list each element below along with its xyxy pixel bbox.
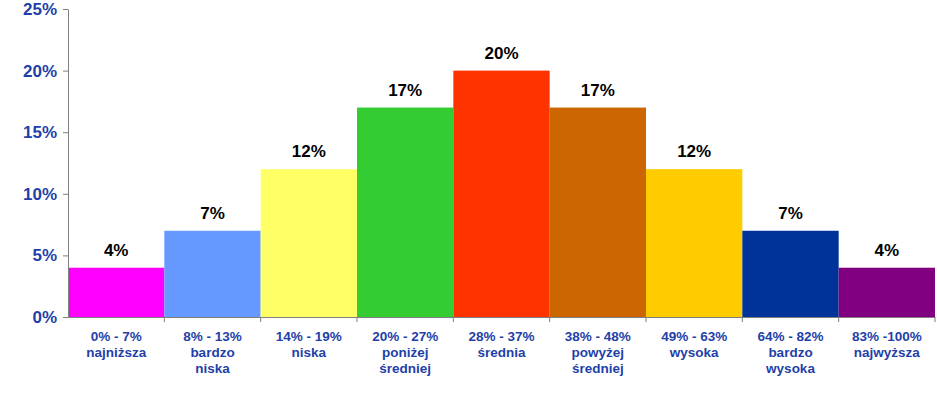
y-tick: 25% <box>23 0 68 19</box>
data-label: 4% <box>875 241 900 260</box>
data-label: 7% <box>778 204 803 223</box>
y-tick-mark <box>63 255 68 256</box>
y-axis: 0% 5% 10% 15% 20% 25% <box>23 0 69 327</box>
x-separator <box>646 317 647 322</box>
y-tick-label: 5% <box>32 246 57 265</box>
x-tick-label-line: wysoka <box>669 345 719 360</box>
x-tick-label-line: 14% - 19% <box>276 329 342 344</box>
data-label: 20% <box>484 44 518 63</box>
x-tick-label-line: średniej <box>379 361 431 376</box>
y-tick: 20% <box>23 62 68 81</box>
x-tick-label-line: 20% - 27% <box>372 329 438 344</box>
x-separators <box>164 317 935 322</box>
data-label: 12% <box>677 142 711 161</box>
x-separator <box>357 317 358 322</box>
x-separator <box>549 317 550 322</box>
x-tick-label: 0% - 7%najniższa <box>86 329 147 360</box>
x-tick-label-line: bardzo <box>190 345 234 360</box>
y-tick-label: 20% <box>23 62 57 81</box>
x-tick: 64% - 82%bardzowysoka <box>757 317 823 376</box>
x-tick-label-line: 0% - 7% <box>91 329 142 344</box>
x-tick-label: 14% - 19%niska <box>276 329 342 360</box>
y-tick-label: 0% <box>32 308 57 327</box>
bars <box>68 71 935 317</box>
y-tick-label: 15% <box>23 123 57 142</box>
x-tick: 83% -100%najwyższa <box>852 317 922 360</box>
bar <box>357 108 453 317</box>
data-label: 7% <box>200 204 225 223</box>
bar <box>839 268 935 317</box>
x-tick-label-line: 83% -100% <box>852 329 922 344</box>
x-tick: 38% - 48%powyżejśredniej <box>565 317 631 376</box>
x-tick-label-line: bardzo <box>768 345 812 360</box>
x-separator <box>164 317 165 322</box>
bar <box>68 268 164 317</box>
y-tick-mark <box>63 317 68 318</box>
x-tick-label-line: 8% - 13% <box>183 329 242 344</box>
x-tick-label-line: poniżej <box>382 345 429 360</box>
y-tick: 0% <box>32 308 68 327</box>
data-labels: 4% 7% 12% 17% 20% 17% 12% 7% 4% <box>104 44 899 260</box>
y-tick: 15% <box>23 123 68 142</box>
data-label: 17% <box>581 81 615 100</box>
x-separator <box>935 317 936 322</box>
x-tick-label-line: najwyższa <box>854 345 921 360</box>
x-tick: 8% - 13%bardzoniska <box>183 317 242 376</box>
x-tick-label: 83% -100%najwyższa <box>852 329 922 360</box>
x-tick-label-line: 49% - 63% <box>661 329 727 344</box>
y-tick-mark <box>63 132 68 133</box>
x-tick-label-line: 38% - 48% <box>565 329 631 344</box>
plot: 0% 5% 10% 15% 20% 25% 0% - 7%najniższa 8% - 13%… <box>23 0 936 376</box>
x-tick: 28% - 37%średnia <box>468 317 534 360</box>
x-tick-label: 38% - 48%powyżejśredniej <box>565 329 631 376</box>
x-tick: 49% - 63%wysoka <box>661 317 727 360</box>
y-tick-mark <box>63 194 68 195</box>
x-tick: 20% - 27%poniżejśredniej <box>372 317 438 376</box>
x-tick-label-line: wysoka <box>765 361 815 376</box>
x-tick-label-line: niska <box>292 345 327 360</box>
data-label: 17% <box>388 81 422 100</box>
x-tick-label: 28% - 37%średnia <box>468 329 534 360</box>
x-separator <box>260 317 261 322</box>
x-tick-label-line: niska <box>195 361 230 376</box>
x-tick: 14% - 19%niska <box>276 317 342 360</box>
x-tick-label: 8% - 13%bardzoniska <box>183 329 242 376</box>
data-label: 12% <box>292 142 326 161</box>
y-tick-mark <box>63 9 68 10</box>
x-tick-label-line: średnia <box>477 345 526 360</box>
x-axis-line <box>69 317 936 318</box>
x-tick-label: 20% - 27%poniżejśredniej <box>372 329 438 376</box>
y-axis-line <box>68 10 69 318</box>
x-axis: 0% - 7%najniższa8% - 13%bardzoniska14% -… <box>69 317 936 376</box>
x-tick-label-line: powyżej <box>572 345 625 360</box>
x-tick-label-line: średniej <box>572 361 624 376</box>
x-tick-label-line: 64% - 82% <box>757 329 823 344</box>
bar <box>742 231 838 317</box>
x-tick: 0% - 7%najniższa <box>86 317 147 360</box>
bar <box>550 108 646 317</box>
y-tick: 10% <box>23 185 68 204</box>
x-tick-label: 64% - 82%bardzowysoka <box>757 329 823 376</box>
x-separator <box>453 317 454 322</box>
x-tick-label-line: najniższa <box>86 345 147 360</box>
data-label: 4% <box>104 241 129 260</box>
x-separator <box>742 317 743 322</box>
y-tick-label: 10% <box>23 185 57 204</box>
bar <box>646 169 742 317</box>
y-tick-mark <box>63 71 68 72</box>
y-tick: 5% <box>32 246 68 265</box>
bar <box>164 231 260 317</box>
y-tick-label: 25% <box>23 0 57 19</box>
x-separator <box>838 317 839 322</box>
bar <box>261 169 357 317</box>
x-tick-label-line: 28% - 37% <box>468 329 534 344</box>
bar <box>453 71 549 317</box>
x-tick-label: 49% - 63%wysoka <box>661 329 727 360</box>
chart: 0% 5% 10% 15% 20% 25% 0% - 7%najniższa 8% - 13%… <box>0 0 937 410</box>
